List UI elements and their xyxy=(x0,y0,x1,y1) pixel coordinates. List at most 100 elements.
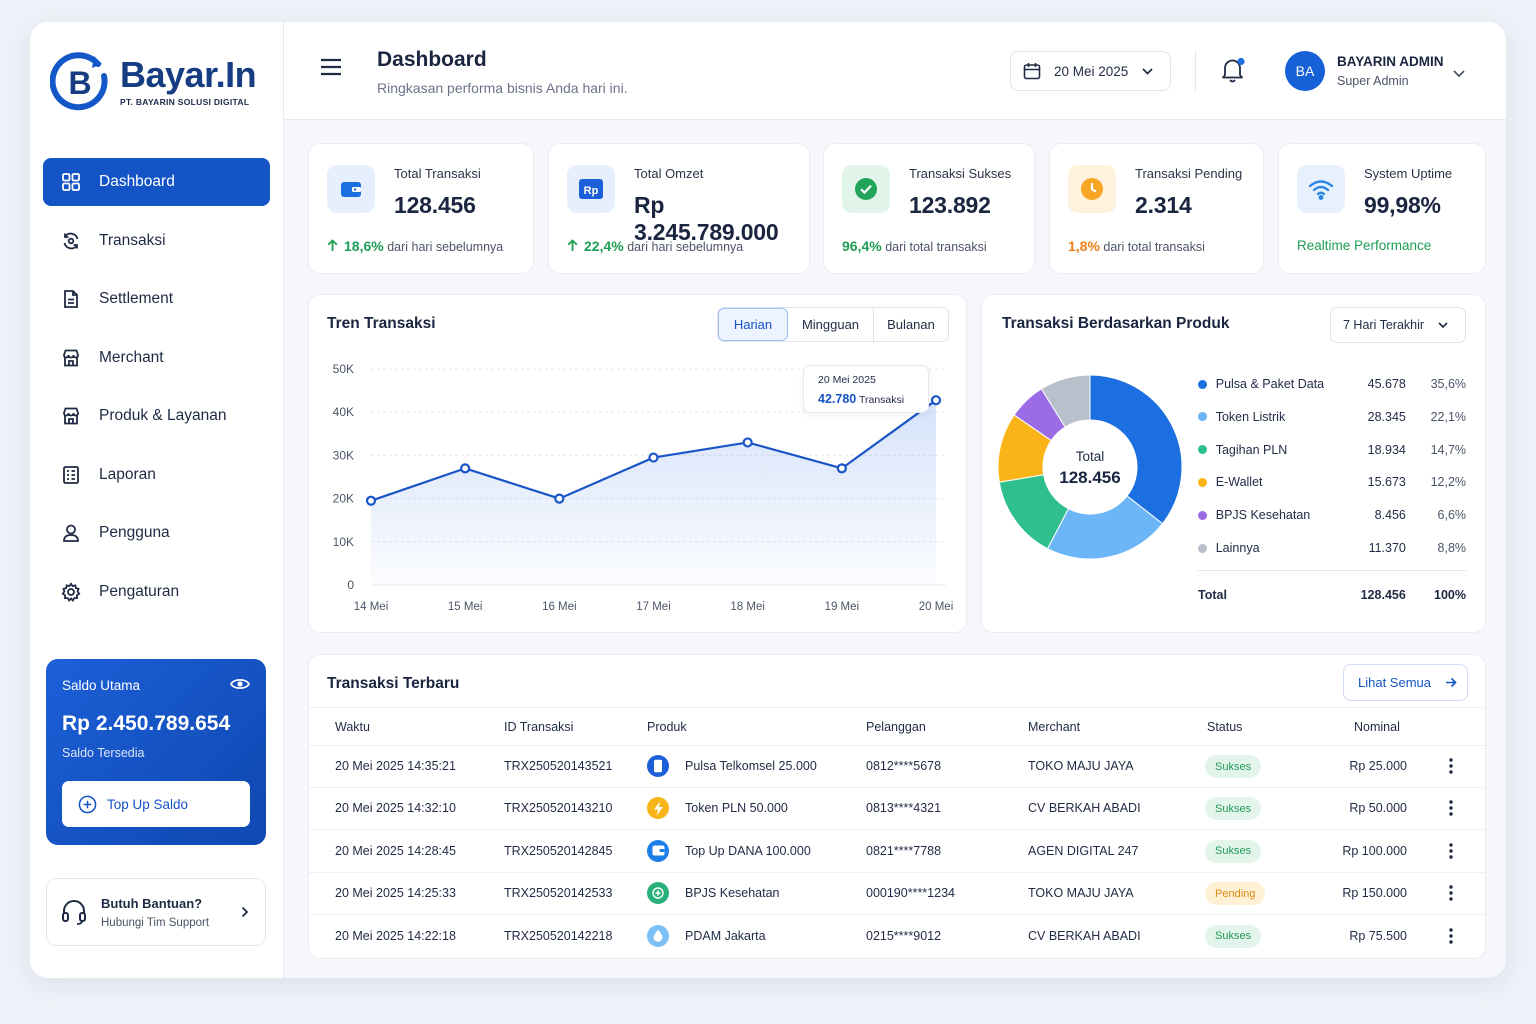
see-all-label: Lihat Semua xyxy=(1358,675,1431,690)
data-point[interactable] xyxy=(742,437,753,448)
sidebar-item-dashboard[interactable]: Dashboard xyxy=(43,158,270,206)
tab-bulanan[interactable]: Bulanan xyxy=(887,317,935,332)
more-options-icon[interactable] xyxy=(1449,927,1453,949)
notification-bell-icon[interactable] xyxy=(1220,56,1246,89)
user-role: Super Admin xyxy=(1337,74,1409,88)
more-options-icon[interactable] xyxy=(1449,885,1453,906)
tab-harian[interactable]: Harian xyxy=(718,308,788,341)
legend-swatch xyxy=(1198,477,1207,487)
user-name: BAYARIN ADMIN xyxy=(1337,54,1444,69)
bolt-icon xyxy=(647,797,669,820)
data-point[interactable] xyxy=(365,495,377,506)
legend-name: Lainnya xyxy=(1215,541,1260,555)
phone-icon xyxy=(647,755,669,777)
status-badge: Sukses xyxy=(1205,839,1262,863)
avatar[interactable]: BA xyxy=(1285,51,1325,91)
col-merchant: Merchant xyxy=(1028,720,1081,734)
divider xyxy=(1195,50,1196,92)
y-tick-label: 20K xyxy=(333,492,354,506)
arrow-up-icon xyxy=(327,239,338,252)
table-row[interactable]: 20 Mei 2025 14:22:18 TRX250520142218 PDA… xyxy=(309,916,1487,958)
sidebar-item-merchant[interactable]: Merchant xyxy=(43,334,270,382)
status-badge: Sukses xyxy=(1205,755,1262,778)
legend-swatch xyxy=(1198,412,1207,422)
donut-slice[interactable] xyxy=(1089,374,1183,525)
legend-row: Tagihan PLN 18.934 14,7% xyxy=(1198,440,1466,460)
tooltip-date: 20 Mei 2025 xyxy=(818,374,876,386)
sidebar-item-label: Settlement xyxy=(99,290,174,307)
eye-icon[interactable] xyxy=(229,677,251,694)
user-icon xyxy=(61,523,81,543)
sidebar-item-settlement[interactable]: Settlement xyxy=(43,275,270,323)
stat-footer: 96,4% dari total transaksi xyxy=(842,238,987,254)
range-dropdown[interactable]: 7 Hari Terakhir xyxy=(1330,307,1466,343)
legend-name: BPJS Kesehatan xyxy=(1215,508,1311,523)
sidebar-item-transaksi[interactable]: Transaksi xyxy=(43,217,270,265)
store-icon xyxy=(61,406,81,426)
cell-time: 20 Mei 2025 14:25:33 xyxy=(335,886,456,901)
table-row[interactable]: 20 Mei 2025 14:28:45 TRX250520142845 Top… xyxy=(309,831,1487,873)
sidebar-item-produk-layanan[interactable]: Produk & Layanan xyxy=(43,392,270,440)
table-row[interactable]: 20 Mei 2025 14:35:21 TRX250520143521 Pul… xyxy=(309,746,1487,788)
legend-name: Tagihan PLN xyxy=(1215,442,1288,457)
stat-value: 2.314 xyxy=(1135,192,1192,218)
chevron-down-icon[interactable] xyxy=(1453,65,1465,83)
col-nominal: Nominal xyxy=(1354,720,1400,734)
date-picker[interactable]: 20 Mei 2025 xyxy=(1010,51,1171,91)
legend-total-row: Total 128.456 100% xyxy=(1198,585,1466,605)
stat-label: Transaksi Pending xyxy=(1135,166,1243,181)
cell-id: TRX250520143521 xyxy=(504,759,613,773)
more-options-icon[interactable] xyxy=(1449,843,1453,864)
col-produk: Produk xyxy=(647,720,687,734)
sidebar-item-label: Pengguna xyxy=(99,524,170,541)
table-row[interactable]: 20 Mei 2025 14:32:10 TRX250520143210 Tok… xyxy=(309,788,1487,831)
data-point[interactable] xyxy=(460,463,471,474)
sidebar-item-laporan[interactable]: Laporan xyxy=(43,451,270,499)
chevron-down-icon xyxy=(1142,67,1153,75)
stat-card: System Uptime 99,98% Realtime Performanc… xyxy=(1278,143,1486,274)
data-point[interactable] xyxy=(836,463,847,474)
cell-customer: 0821****7788 xyxy=(866,843,942,858)
legend-pct: 8,8% xyxy=(1437,541,1467,555)
sidebar-item-pengguna[interactable]: Pengguna xyxy=(43,509,270,557)
stat-note: dari total transaksi xyxy=(1103,240,1205,254)
see-all-button[interactable]: Lihat Semua xyxy=(1343,664,1468,701)
help-card[interactable]: Butuh Bantuan? Hubungi Tim Support xyxy=(46,878,266,946)
x-tick-label: 15 Mei xyxy=(448,601,483,613)
legend-name: E-Wallet xyxy=(1215,475,1263,490)
cell-amount: Rp 25.000 xyxy=(1349,759,1407,773)
brand-logo[interactable]: B Bayar.In PT. BAYARIN SOLUSI DIGITAL xyxy=(49,52,257,112)
data-point[interactable] xyxy=(554,493,565,504)
cell-amount: Rp 75.500 xyxy=(1349,928,1407,943)
legend-pct: 12,2% xyxy=(1430,475,1467,490)
top-up-button[interactable]: Top Up Saldo xyxy=(62,781,250,827)
more-options-icon[interactable] xyxy=(1449,758,1453,779)
grid-icon xyxy=(61,172,81,192)
arrow-right-icon xyxy=(1445,677,1457,688)
table-row[interactable]: 20 Mei 2025 14:25:33 TRX250520142533 BPJ… xyxy=(309,873,1487,916)
status-badge: Pending xyxy=(1205,882,1266,906)
x-tick-label: 20 Mei xyxy=(919,601,954,613)
stat-value: Rp 3.245.789.000 xyxy=(634,192,779,245)
menu-icon[interactable] xyxy=(320,58,342,81)
recent-title: Transaksi Terbaru xyxy=(327,675,460,692)
legend-swatch xyxy=(1198,445,1207,455)
help-title: Butuh Bantuan? xyxy=(101,895,203,911)
legend-row: Token Listrik 28.345 22,1% xyxy=(1198,407,1466,427)
chevron-down-icon xyxy=(1438,321,1448,329)
tab-mingguan[interactable]: Mingguan xyxy=(788,308,874,341)
wallet-icon xyxy=(327,165,375,213)
data-point[interactable] xyxy=(648,452,659,463)
table-header: Waktu ID Transaksi Produk Pelanggan Merc… xyxy=(309,707,1487,746)
donut-center-label: Total xyxy=(1075,449,1105,464)
y-tick-label: 40K xyxy=(333,405,354,419)
legend-pct: 35,6% xyxy=(1430,377,1467,391)
sidebar-item-pengaturan[interactable]: Pengaturan xyxy=(43,568,270,616)
sidebar-nav: Dashboard Transaksi Settlement Merchant Prod… xyxy=(43,158,270,626)
data-point[interactable] xyxy=(930,395,942,406)
donut-slice[interactable] xyxy=(1040,374,1091,428)
legend-swatch xyxy=(1198,510,1207,520)
refresh-icon xyxy=(61,231,81,251)
more-options-icon[interactable] xyxy=(1449,800,1453,821)
legend-row: Lainnya 11.370 8,8% xyxy=(1198,538,1466,558)
